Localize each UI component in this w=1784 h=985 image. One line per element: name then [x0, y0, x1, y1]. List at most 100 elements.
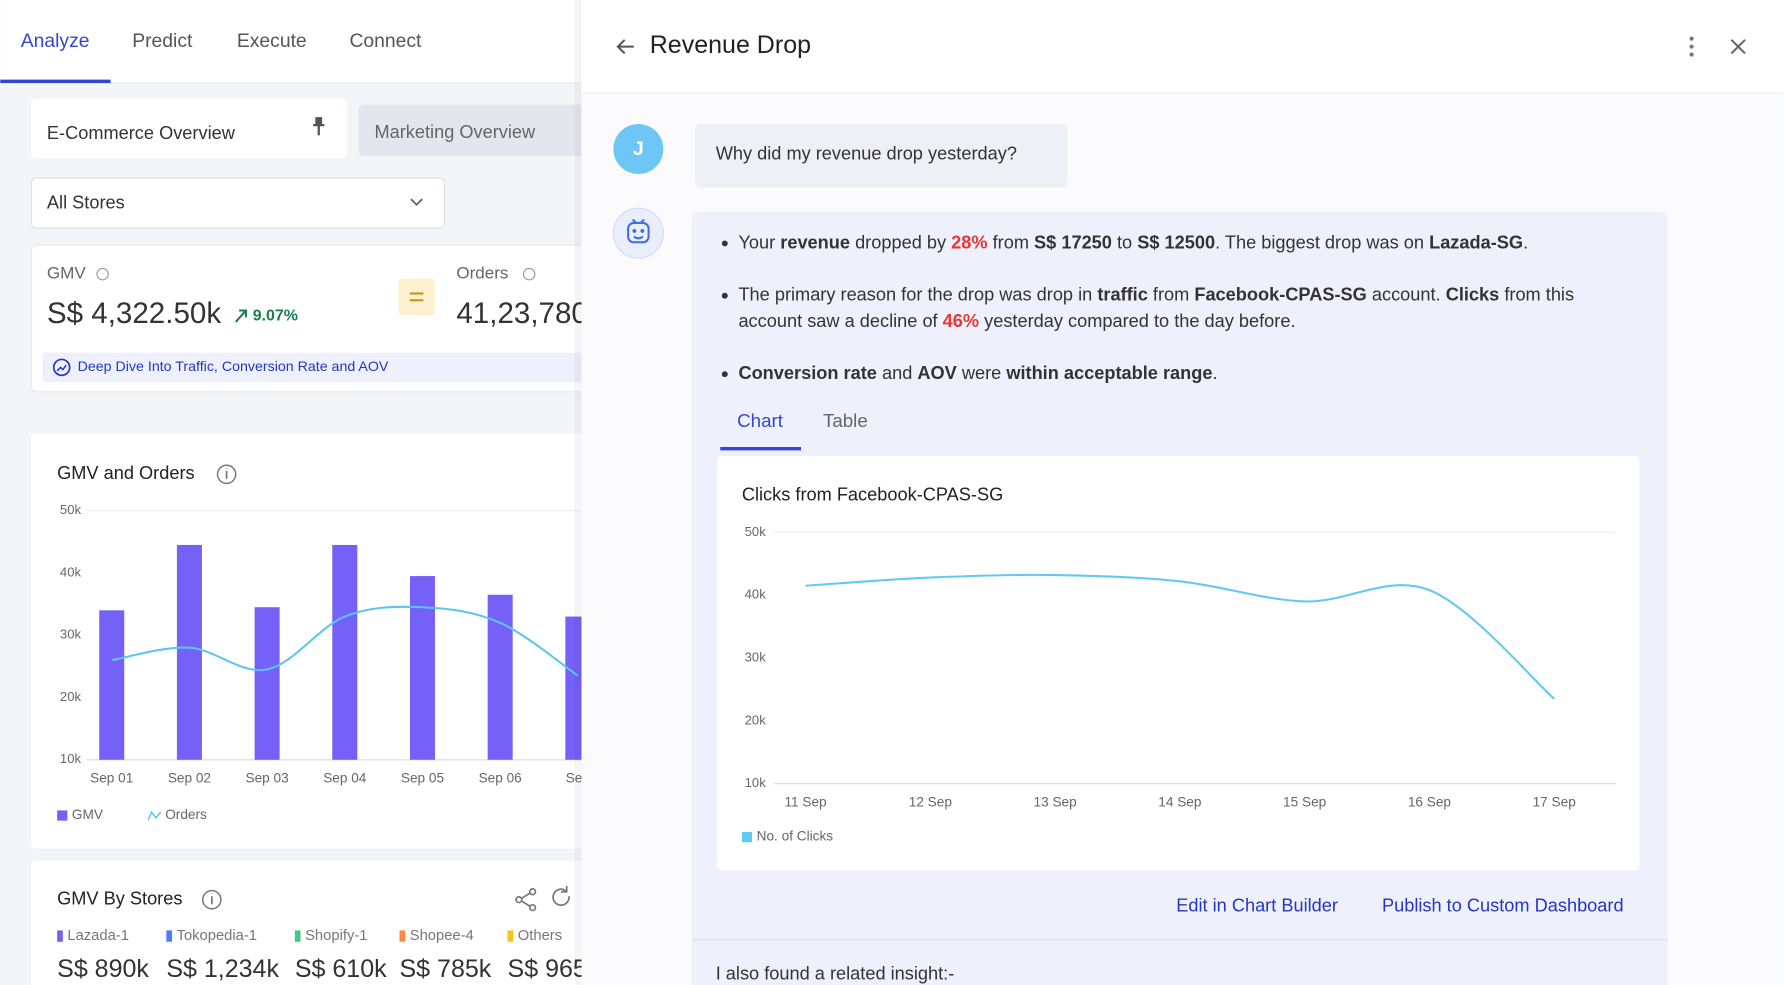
- y-tick-label: 50k: [745, 524, 767, 539]
- text-segment: yesterday compared to the day before.: [979, 311, 1295, 331]
- back-icon[interactable]: [616, 39, 634, 55]
- equals-badge: [398, 278, 435, 316]
- deep-dive-strip[interactable]: [42, 352, 600, 383]
- x-tick-label: Sep 05: [401, 771, 444, 786]
- line: [111, 605, 579, 677]
- text-segment: from: [988, 232, 1034, 252]
- bullet-dot: [721, 240, 728, 247]
- text-segment: AOV: [917, 363, 956, 383]
- text-segment: Lazada-SG: [1429, 232, 1523, 252]
- text-segment: were: [957, 363, 1007, 383]
- bar: [99, 610, 125, 760]
- legend-label: Tokopedia-1: [177, 928, 257, 944]
- footer-text: I also found a related insight:-: [716, 964, 955, 984]
- bullet-dot: [721, 292, 728, 299]
- legend-swatch: [166, 930, 173, 942]
- store-value: S$ 965: [508, 955, 587, 983]
- text-segment: S$ 17250: [1034, 232, 1112, 252]
- bar: [254, 607, 280, 760]
- kpi-value: 41,23,780: [456, 297, 588, 330]
- stores-card: [30, 861, 600, 985]
- text-segment: traffic: [1097, 285, 1148, 305]
- equals-icon: [409, 292, 424, 302]
- x-tick-label: 13 Sep: [1034, 795, 1077, 810]
- dashboard-tab[interactable]: [358, 104, 598, 156]
- action-link[interactable]: Edit in Chart Builder: [1176, 895, 1338, 915]
- deep-dive-icon: [56, 364, 67, 372]
- text-segment: from: [1148, 285, 1194, 305]
- text-segment: from this: [1499, 285, 1574, 305]
- y-tick-label: 10k: [60, 751, 82, 766]
- left-content: Analyze Predict Execute Connect E-Commerce O…: [0, 31, 592, 983]
- dashboard-tab-label[interactable]: Marketing Overview: [374, 122, 536, 142]
- y-tick-label: 30k: [745, 649, 767, 664]
- bullet-text: Conversion rate and AOV were within acce…: [738, 363, 1217, 383]
- legend-label: Others: [518, 928, 562, 944]
- refresh-icon[interactable]: [552, 886, 570, 906]
- bullet-text: account saw a decline of 46% yesterday c…: [738, 311, 1295, 331]
- info-icon: [96, 267, 109, 281]
- text-segment: .: [1213, 363, 1218, 383]
- dashboard-tab-label[interactable]: E-Commerce Overview: [47, 123, 236, 143]
- bar: [409, 576, 435, 760]
- x-tick-label: 15 Sep: [1283, 795, 1326, 810]
- nav-tab[interactable]: Predict: [132, 31, 193, 52]
- bullet-text: The primary reason for the drop was drop…: [738, 285, 1574, 305]
- deep-dive-icon: [52, 358, 71, 377]
- bullet-dot: [721, 371, 728, 378]
- store-select[interactable]: [30, 177, 445, 229]
- close-icon[interactable]: [1730, 39, 1746, 55]
- deep-dive-link[interactable]: Deep Dive Into Traffic, Conversion Rate …: [78, 359, 389, 375]
- text-segment: 28%: [951, 232, 987, 252]
- nav-tab[interactable]: Analyze: [21, 31, 90, 52]
- insight-panel: Revenue Drop J Why did my revenue drop yes…: [574, 0, 1784, 985]
- action-link[interactable]: Publish to Custom Dashboard: [1382, 895, 1624, 915]
- panel-header: [581, 0, 1784, 94]
- trend-arrow: [234, 309, 247, 323]
- legend-swatch: [507, 930, 514, 942]
- y-tick-label: 20k: [745, 712, 767, 727]
- y-tick-label: 30k: [60, 627, 82, 642]
- pin-icon[interactable]: [313, 117, 325, 136]
- text-segment: Facebook-CPAS-SG: [1194, 285, 1366, 305]
- legend-swatch: [399, 930, 406, 942]
- bar: [332, 544, 358, 760]
- info-icon: [522, 267, 536, 281]
- nav-tab[interactable]: Execute: [237, 31, 307, 52]
- y-tick-label: 40k: [60, 564, 82, 579]
- y-tick-label: 50k: [60, 502, 82, 517]
- legend-swatch: [741, 832, 753, 843]
- text-segment: . The biggest drop was on: [1215, 232, 1429, 252]
- text-segment: .: [1523, 232, 1528, 252]
- y-tick-label: 40k: [745, 587, 767, 602]
- store-value: S$ 1,234k: [166, 955, 279, 983]
- legend-swatch: [57, 810, 68, 821]
- x-tick-label: 14 Sep: [1158, 795, 1201, 810]
- text-segment: revenue: [780, 232, 850, 252]
- more-icon[interactable]: [1689, 36, 1694, 57]
- bullet-text: Your revenue dropped by 28% from S$ 1725…: [738, 232, 1528, 252]
- info-icon: [201, 889, 222, 910]
- question: Why did my revenue drop yesterday?: [716, 144, 1017, 164]
- select-value[interactable]: All Stores: [47, 192, 125, 212]
- store-value: S$ 610k: [295, 955, 387, 983]
- x-tick-label: 16 Sep: [1408, 795, 1451, 810]
- bar: [176, 544, 202, 760]
- x-tick-label: 12 Sep: [909, 795, 952, 810]
- legend-label: Shopee-4: [410, 928, 474, 944]
- nav-tab[interactable]: Connect: [349, 31, 422, 52]
- x-tick-label: 11 Sep: [784, 795, 826, 810]
- panel-title: Revenue Drop: [650, 31, 811, 59]
- view-tab[interactable]: Table: [823, 410, 868, 431]
- legend-swatch: [294, 930, 301, 942]
- text-segment: The primary reason for the drop was drop…: [738, 285, 1097, 305]
- kpi-value: S$ 4,322.50k: [47, 297, 221, 330]
- tab-underline: [720, 447, 802, 451]
- share-icon[interactable]: [515, 888, 537, 912]
- store-value: S$ 890k: [57, 955, 149, 983]
- dashboard-tab[interactable]: [30, 98, 348, 159]
- avatar-initial: J: [633, 139, 644, 160]
- text-segment: S$ 12500: [1137, 232, 1215, 252]
- view-tab[interactable]: Chart: [737, 410, 784, 431]
